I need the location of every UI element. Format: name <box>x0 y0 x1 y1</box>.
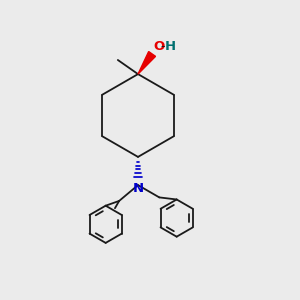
Text: N: N <box>132 182 144 194</box>
Text: H: H <box>165 40 176 53</box>
Text: O: O <box>153 40 165 53</box>
Polygon shape <box>138 52 156 74</box>
Text: -: - <box>160 40 165 53</box>
